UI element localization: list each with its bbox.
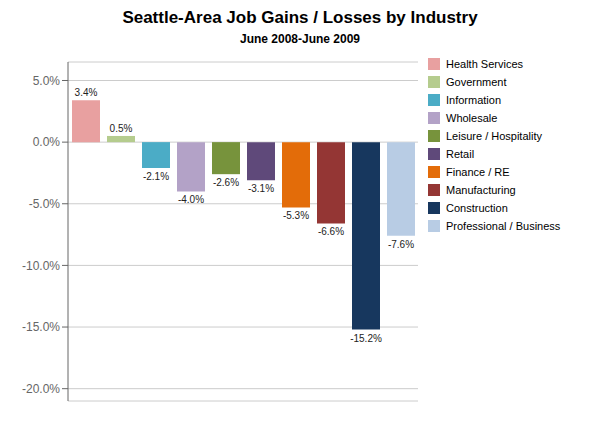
svg-text:-15.2%: -15.2%	[350, 333, 382, 344]
svg-text:-4.0%: -4.0%	[178, 194, 204, 205]
html-text:Professional / Business: Professional / Business	[446, 220, 561, 232]
html-text:Government: Government	[446, 76, 507, 88]
svg-text:-5.3%: -5.3%	[283, 210, 309, 221]
html-text:June 2008-June 2009: June 2008-June 2009	[240, 32, 360, 46]
svg-text:-15.0%: -15.0%	[22, 320, 60, 334]
html-text:Construction: Construction	[446, 202, 508, 214]
svg-text:5.0%: 5.0%	[33, 74, 61, 88]
svg-text:-2.6%: -2.6%	[213, 177, 239, 188]
html-text:Retail: Retail	[446, 148, 475, 160]
html-text:Health Services: Health Services	[446, 58, 523, 70]
html-text:Information: Information	[446, 94, 501, 106]
svg-text:-2.1%: -2.1%	[143, 171, 169, 182]
svg-text:0.5%: 0.5%	[110, 123, 133, 134]
html-text:Seattle-Area Job Gains / Losse: Seattle-Area Job Gains / Losses by Indus…	[122, 8, 478, 27]
svg-text:-10.0%: -10.0%	[22, 259, 60, 273]
svg-text:-7.6%: -7.6%	[388, 239, 414, 250]
html-text:Manufacturing: Manufacturing	[446, 184, 516, 196]
html-text:Wholesale: Wholesale	[446, 112, 498, 124]
svg-text:-5.0%: -5.0%	[29, 197, 61, 211]
svg-text:-20.0%: -20.0%	[22, 382, 60, 396]
svg-text:-3.1%: -3.1%	[248, 183, 274, 194]
html-text:Leisure / Hospitality: Leisure / Hospitality	[446, 130, 542, 142]
svg-text:-6.6%: -6.6%	[318, 226, 344, 237]
html-text:Finance / RE: Finance / RE	[446, 166, 510, 178]
svg-text:3.4%: 3.4%	[75, 87, 98, 98]
svg-text:0.0%: 0.0%	[33, 135, 61, 149]
